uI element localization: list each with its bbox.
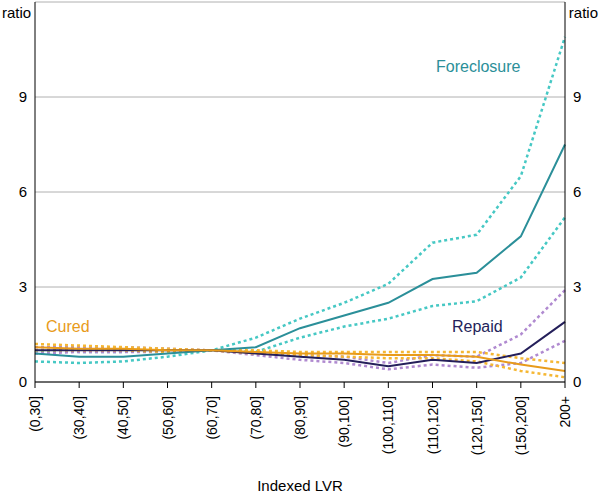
svg-text:(100,110]: (100,110]: [380, 396, 396, 454]
svg-text:(70,80]: (70,80]: [248, 396, 264, 440]
html-text:Cured: Cured: [46, 318, 90, 335]
svg-text:(50,60]: (50,60]: [160, 396, 176, 440]
svg-text:6: 6: [19, 183, 27, 200]
svg-text:Indexed LVR: Indexed LVR: [257, 477, 343, 493]
svg-text:(120,150]: (120,150]: [469, 396, 485, 455]
html-text:Repaid: Repaid: [452, 318, 503, 335]
svg-text:9: 9: [573, 88, 581, 105]
svg-text:3: 3: [19, 278, 27, 295]
svg-text:(0,30]: (0,30]: [27, 396, 43, 432]
svg-text:6: 6: [573, 183, 581, 200]
svg-text:0: 0: [573, 373, 581, 390]
html-text:Foreclosure: Foreclosure: [436, 58, 521, 75]
svg-text:(30,40]: (30,40]: [71, 396, 87, 440]
svg-text:(60,70]: (60,70]: [204, 396, 220, 440]
svg-text:0: 0: [19, 373, 27, 390]
svg-text:(90,100]: (90,100]: [336, 396, 352, 447]
svg-text:(110,120]: (110,120]: [425, 396, 441, 454]
html-text:ratio: ratio: [568, 4, 598, 21]
svg-text:(150,200]: (150,200]: [513, 396, 529, 455]
svg-text:(80,90]: (80,90]: [292, 396, 308, 440]
svg-text:(40,50]: (40,50]: [115, 396, 131, 440]
html-text:ratio: ratio: [2, 4, 32, 21]
svg-text:9: 9: [19, 88, 27, 105]
svg-text:3: 3: [573, 278, 581, 295]
svg-text:200+: 200+: [557, 396, 573, 428]
